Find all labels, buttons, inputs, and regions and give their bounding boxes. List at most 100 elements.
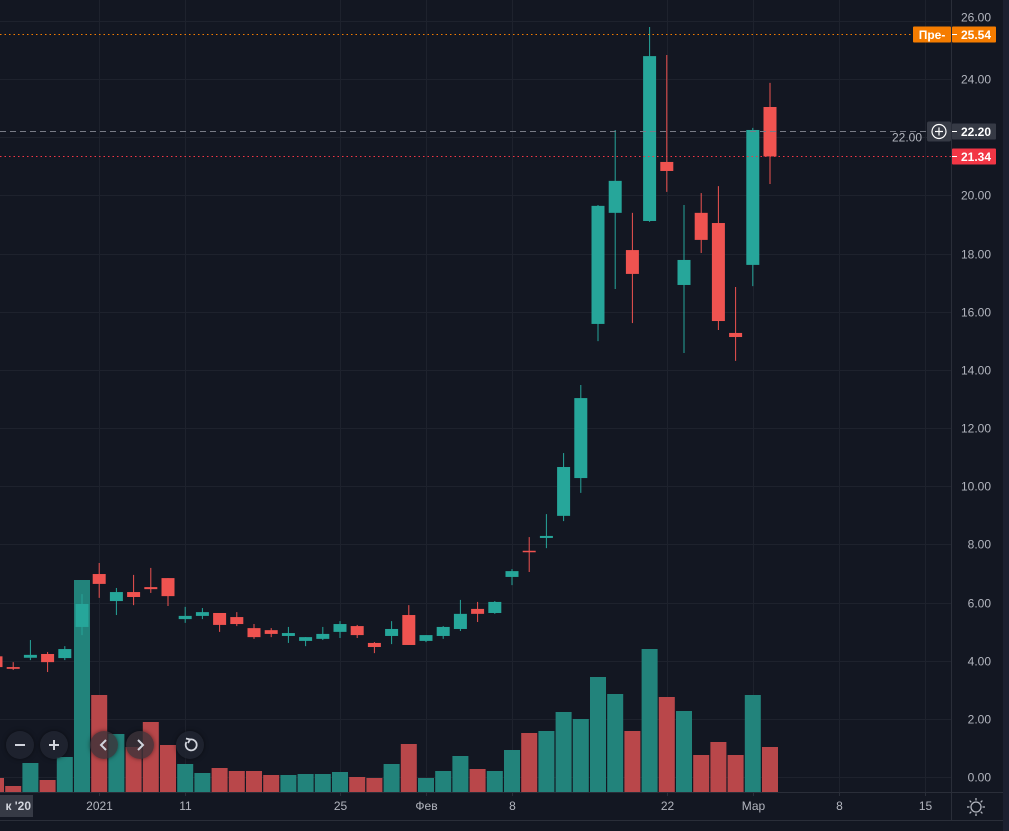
volume-bar bbox=[0, 778, 4, 792]
time-tick-label: Мар bbox=[742, 799, 766, 813]
reset-icon bbox=[184, 737, 198, 752]
scrollbar[interactable] bbox=[1003, 0, 1009, 831]
candle-body bbox=[127, 592, 141, 597]
candle-body bbox=[6, 667, 20, 669]
chevron-left-icon bbox=[99, 739, 107, 751]
candle-body bbox=[92, 574, 106, 584]
volume-bar bbox=[160, 745, 176, 792]
volume-bar bbox=[658, 697, 675, 792]
volume-bar bbox=[607, 694, 624, 792]
time-tick-label: Фев bbox=[415, 799, 437, 813]
grid bbox=[0, 0, 951, 792]
candle-body bbox=[711, 223, 725, 322]
price-tick-label: 0.00 bbox=[968, 771, 992, 785]
candle-body bbox=[316, 633, 330, 639]
premarket-prefix-label: Пре- bbox=[919, 28, 946, 42]
candle-body bbox=[402, 615, 416, 645]
time-tick-label: 15 bbox=[919, 799, 933, 813]
candle-body bbox=[213, 612, 227, 625]
plot-area[interactable] bbox=[0, 27, 951, 792]
time-tick-label: 25 bbox=[334, 799, 348, 813]
volume-bar bbox=[641, 649, 658, 792]
volume-bar bbox=[435, 771, 452, 792]
candle-body bbox=[367, 642, 381, 648]
premarket-price-label: 25.54 bbox=[961, 28, 991, 42]
time-tick-label: 2021 bbox=[86, 799, 113, 813]
volume-bar bbox=[56, 757, 73, 792]
candle-body bbox=[195, 612, 209, 616]
volume-bar bbox=[74, 580, 90, 792]
price-line-labels: 25.54 Пре- 22.20 21.34 bbox=[913, 26, 996, 165]
candle-body bbox=[109, 592, 123, 602]
time-tick-label: 11 bbox=[179, 799, 192, 813]
plus-icon bbox=[49, 740, 59, 750]
price-tick-label: 2.00 bbox=[968, 713, 992, 727]
candle-body bbox=[247, 628, 261, 638]
crosshair-price-label: 22.20 bbox=[961, 125, 991, 139]
volume-bar bbox=[452, 756, 469, 792]
candle-body bbox=[488, 601, 502, 613]
volume-bar bbox=[349, 777, 366, 792]
last-price-price-label: 21.34 bbox=[961, 150, 991, 164]
candle-body bbox=[333, 624, 347, 632]
price-tick-label: 8.00 bbox=[968, 538, 992, 552]
price-tick-label: 10.00 bbox=[961, 480, 991, 494]
candle-body bbox=[350, 626, 364, 636]
candle-body bbox=[23, 654, 37, 658]
volume-bar bbox=[228, 771, 245, 792]
reset-chart-button[interactable] bbox=[176, 731, 204, 759]
volume-bar bbox=[22, 763, 39, 792]
candle-series bbox=[0, 27, 777, 673]
volume-bar bbox=[710, 742, 727, 792]
volume-bar bbox=[39, 780, 56, 792]
candle-body bbox=[574, 398, 588, 479]
volume-bar bbox=[297, 774, 314, 792]
volume-bar bbox=[263, 775, 280, 792]
volume-bar bbox=[366, 778, 383, 792]
volume-bar bbox=[383, 764, 400, 792]
candle-body bbox=[522, 550, 536, 553]
volume-bar bbox=[727, 755, 744, 792]
price-tick-label: 20.00 bbox=[961, 189, 991, 203]
time-axis[interactable]: 2021 11 25 Фев 8 22 Мар 8 15 bbox=[86, 792, 932, 813]
volume-bar bbox=[590, 677, 606, 792]
volume-bar bbox=[400, 744, 417, 792]
volume-bar bbox=[418, 778, 434, 792]
last-price-label-bg bbox=[952, 148, 996, 165]
price-tick-label: 4.00 bbox=[968, 655, 992, 669]
candle-body bbox=[230, 617, 244, 625]
premarket-label-bg bbox=[952, 26, 996, 43]
volume-bar bbox=[5, 786, 22, 792]
candle-body bbox=[608, 180, 622, 213]
settings-sun-icon[interactable] bbox=[966, 797, 986, 817]
candle-body bbox=[729, 332, 743, 338]
candle-body bbox=[58, 649, 72, 659]
volume-bar bbox=[469, 769, 486, 792]
candle-body bbox=[471, 608, 485, 614]
candle-body bbox=[746, 129, 760, 265]
volume-bar bbox=[280, 775, 297, 792]
price-axis[interactable]: 0.00 2.00 4.00 6.00 8.00 10.00 12.00 14.00 16.00… bbox=[892, 11, 991, 785]
price-tick-label: 18.00 bbox=[961, 248, 991, 262]
time-tick-label: 22 bbox=[661, 799, 675, 813]
candle-body bbox=[625, 250, 639, 274]
scroll-left-button[interactable] bbox=[90, 731, 118, 759]
zoom-out-button[interactable] bbox=[6, 731, 34, 759]
candle-body bbox=[264, 630, 278, 634]
candle-body bbox=[385, 628, 399, 636]
plus-circle-icon bbox=[931, 123, 947, 140]
candle-body bbox=[161, 578, 175, 597]
price-tick-label: 14.00 bbox=[961, 364, 991, 378]
volume-bar bbox=[744, 695, 761, 792]
candle-body bbox=[144, 587, 158, 590]
candle-body bbox=[299, 637, 313, 641]
scroll-right-button[interactable] bbox=[126, 731, 154, 759]
price-tick-label: 22.00 bbox=[892, 131, 922, 145]
volume-bar bbox=[676, 711, 692, 792]
volume-bar bbox=[693, 755, 710, 792]
time-tick-label: 8 bbox=[509, 799, 516, 813]
zoom-in-button[interactable] bbox=[40, 731, 68, 759]
crosshair-label-bg bbox=[952, 123, 996, 140]
candle-body bbox=[557, 467, 571, 516]
